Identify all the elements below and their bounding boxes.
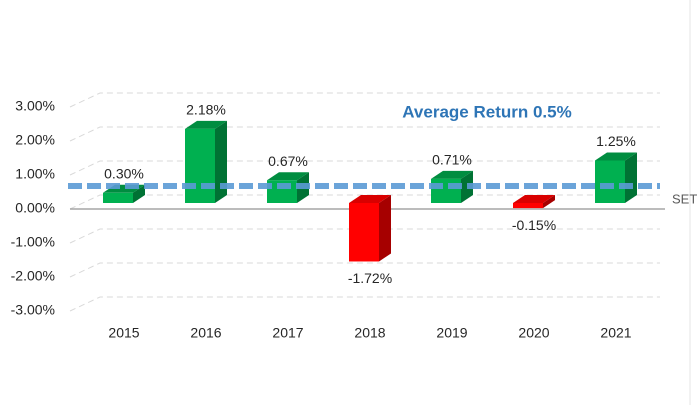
grid-line xyxy=(69,228,660,244)
y-tick-label: 0.00% xyxy=(15,200,55,216)
value-label: 0.30% xyxy=(104,166,144,182)
bar-side xyxy=(625,152,637,203)
bar xyxy=(595,160,625,203)
average-label: Average Return 0.5% xyxy=(402,102,571,121)
x-tick-label: 2021 xyxy=(600,325,631,341)
bar xyxy=(349,203,379,262)
grid-line xyxy=(69,262,660,278)
value-label: 1.25% xyxy=(596,133,636,149)
bar-top xyxy=(349,195,391,203)
grid-line xyxy=(69,160,660,176)
x-tick-label: 2015 xyxy=(108,325,139,341)
x-tick-label: 2016 xyxy=(190,325,221,341)
bar xyxy=(185,128,215,203)
grid-line xyxy=(69,296,660,312)
x-tick-label: 2018 xyxy=(354,325,385,341)
bar xyxy=(513,203,543,209)
value-label: -0.15% xyxy=(512,217,556,233)
bar-top xyxy=(185,120,227,129)
line-label: SET xyxy=(672,191,697,206)
y-tick-label: -2.00% xyxy=(11,268,55,284)
bar-side xyxy=(543,195,555,209)
bar-top xyxy=(595,152,637,161)
x-tick-label: 2020 xyxy=(518,325,549,341)
x-tick-label: 2017 xyxy=(272,325,303,341)
y-tick-label: -3.00% xyxy=(11,302,55,318)
y-tick-label: 2.00% xyxy=(15,132,55,148)
y-tick-label: 1.00% xyxy=(15,166,55,182)
value-label: 0.67% xyxy=(268,153,308,169)
y-tick-label: -1.00% xyxy=(11,234,55,250)
bar xyxy=(103,192,133,203)
bar-top xyxy=(513,195,555,203)
value-label: 2.18% xyxy=(186,102,226,118)
bar-top xyxy=(267,172,309,181)
x-tick-label: 2019 xyxy=(436,325,467,341)
value-label: 0.71% xyxy=(432,152,472,168)
value-label: -1.72% xyxy=(348,270,392,286)
y-tick-label: 3.00% xyxy=(15,98,55,114)
grid-line xyxy=(69,92,660,108)
bar-side xyxy=(133,184,145,203)
bar-side xyxy=(215,120,227,203)
grid-line xyxy=(69,194,660,210)
bar-side xyxy=(379,195,391,262)
bar xyxy=(431,178,461,203)
grid-line xyxy=(69,126,660,142)
bar-top xyxy=(431,170,473,179)
